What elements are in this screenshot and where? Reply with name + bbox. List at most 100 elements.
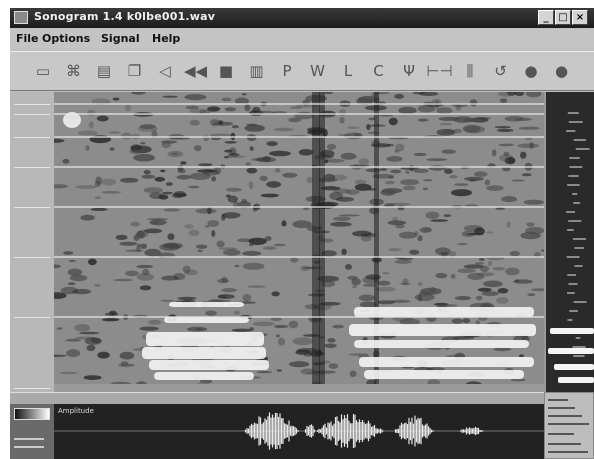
spectro-bottom-band: [54, 384, 544, 392]
spectral-blob: [494, 126, 511, 129]
p-icon[interactable]: P: [282, 62, 292, 80]
color-scale-panel: [10, 404, 54, 459]
menu-help[interactable]: Help: [152, 32, 181, 45]
spectral-blob: [483, 280, 503, 288]
spectral-blob: [131, 92, 146, 95]
spectral-blob: [175, 300, 191, 303]
spectral-blob: [88, 121, 94, 129]
spectral-blob: [338, 109, 347, 116]
color-gradient-bar[interactable]: [14, 408, 50, 420]
title-bar[interactable]: Sonogram 1.4 k0lbe001.wav _ □ ×: [10, 8, 594, 28]
spectral-blob: [162, 191, 173, 195]
spectral-blob: [478, 258, 485, 261]
sphere-icon-2[interactable]: ●: [554, 62, 569, 80]
spectral-blob: [526, 222, 535, 227]
maximize-button[interactable]: □: [555, 10, 571, 25]
spectral-blob: [422, 227, 432, 232]
spectral-blob: [162, 95, 178, 98]
minimize-button[interactable]: _: [538, 10, 554, 25]
spectral-blob: [274, 168, 281, 173]
spectral-blob: [113, 278, 133, 282]
spectral-blob: [430, 219, 449, 222]
freq-tick: [14, 137, 50, 138]
spectral-blob: [491, 149, 497, 157]
copy-icon[interactable]: ❐: [127, 62, 142, 80]
spectral-blob: [413, 152, 427, 157]
spectral-blob: [244, 104, 251, 112]
spectral-blob: [417, 235, 423, 242]
spectral-blob: [288, 320, 299, 329]
spectral-blob: [493, 347, 512, 352]
spectral-blob: [452, 336, 475, 340]
spectral-blob: [60, 371, 78, 375]
spectral-blob: [330, 221, 352, 227]
spectral-blob: [65, 338, 82, 342]
spectral-blob: [224, 107, 237, 112]
spectral-blob: [140, 243, 147, 249]
spectral-blob: [462, 124, 481, 133]
spectrogram-canvas[interactable]: [54, 92, 544, 392]
spectral-blob: [387, 220, 407, 226]
side-tick: [568, 220, 582, 222]
close-button[interactable]: ×: [572, 10, 588, 25]
spectral-blob: [225, 187, 243, 192]
bracket-icon[interactable]: ⊢⊣: [426, 62, 453, 80]
spectral-blob: [423, 179, 433, 182]
spectral-blob: [464, 204, 479, 208]
horizontal-scrollbar[interactable]: [10, 392, 594, 405]
spectral-blob: [84, 337, 102, 345]
app-icon[interactable]: [14, 11, 28, 24]
menu-signal[interactable]: Signal: [101, 32, 140, 45]
refresh-icon[interactable]: ↺: [494, 62, 507, 80]
spectral-blob: [397, 205, 405, 211]
spectral-blob: [498, 143, 515, 147]
spectral-blob: [101, 191, 122, 194]
spectral-blob: [281, 220, 287, 227]
waveform-view[interactable]: Amplitude: [54, 404, 544, 459]
spectral-blob: [525, 137, 533, 141]
spectrum-icon[interactable]: ▥: [249, 62, 264, 80]
speaker-icon[interactable]: ◁: [159, 62, 171, 80]
spectral-blob: [402, 278, 409, 286]
c-icon[interactable]: C: [373, 62, 384, 80]
sphere-icon-1[interactable]: ●: [524, 62, 538, 80]
spectral-blob: [199, 379, 213, 384]
spectral-blob: [455, 104, 462, 111]
spectral-blob: [511, 179, 525, 182]
info-text-line: [548, 415, 582, 417]
info-text-line: [548, 423, 589, 425]
multi-tool-icon[interactable]: ⌘: [66, 62, 81, 80]
spectral-blob: [324, 159, 329, 164]
bars-icon[interactable]: ⫼: [466, 62, 474, 80]
spectrogram-view[interactable]: [54, 92, 544, 392]
open-folder-icon[interactable]: ▭: [35, 62, 51, 80]
w-icon[interactable]: Ψ: [403, 62, 415, 80]
spectral-blob: [529, 141, 534, 149]
spectral-blob: [224, 141, 237, 144]
spectral-blob: [176, 174, 192, 180]
spectral-blob: [394, 259, 412, 264]
spectral-blob: [188, 229, 200, 237]
spectral-blob: [177, 168, 186, 174]
formant-band: [146, 332, 264, 346]
menu-options[interactable]: Options: [42, 32, 91, 45]
stop-icon[interactable]: ■: [218, 62, 234, 80]
spectral-blob: [139, 124, 156, 130]
l-icon[interactable]: L: [343, 62, 353, 80]
waveform-canvas[interactable]: [54, 404, 544, 459]
spectral-blob: [72, 288, 92, 295]
spectral-blob: [276, 369, 282, 372]
spectral-blob: [327, 143, 337, 150]
spectral-blob: [486, 231, 494, 234]
grip-icon[interactable]: W: [310, 62, 325, 80]
rewind-icon[interactable]: ◀◀: [183, 62, 208, 80]
spectral-blob: [115, 234, 128, 240]
menu-file[interactable]: File: [16, 32, 39, 45]
document-icon[interactable]: ▤: [96, 62, 112, 80]
spectral-blob: [513, 279, 533, 284]
spectral-blob: [148, 319, 162, 325]
spectral-blob: [437, 304, 458, 307]
spectral-blob: [137, 243, 142, 247]
spectral-blob: [130, 221, 140, 227]
side-peak: [554, 364, 594, 370]
